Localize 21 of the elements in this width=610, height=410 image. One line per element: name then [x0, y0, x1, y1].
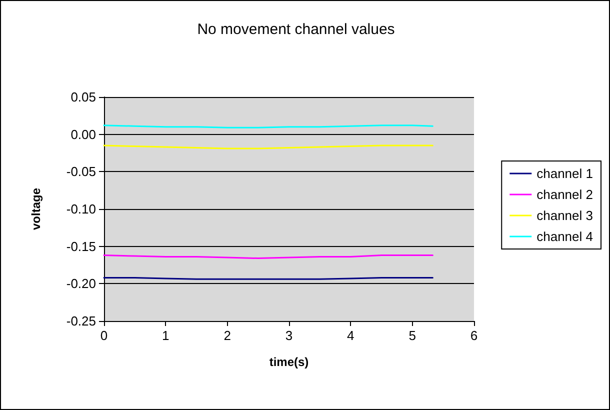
chart-title: No movement channel values: [197, 21, 395, 38]
y-tick-label: -0.05: [66, 164, 96, 180]
legend-label: channel 3: [536, 208, 594, 223]
y-tick-label: 0.00: [70, 126, 96, 142]
x-tick-label: 2: [224, 328, 231, 343]
x-tick-label: 6: [470, 328, 478, 343]
y-tick-label: -0.10: [66, 202, 96, 216]
legend-label: channel 1: [536, 166, 594, 181]
y-tick-label: 0.05: [70, 90, 96, 104]
x-tick-label: 5: [408, 328, 416, 343]
y-tick-label: -0.25: [66, 314, 96, 328]
x-axis-title: time(s): [269, 355, 309, 369]
x-tick-label: 1: [162, 328, 170, 343]
y-tick-label: -0.15: [66, 238, 96, 254]
x-tick-label: 4: [347, 328, 354, 343]
y-tick-label: -0.20: [66, 276, 96, 292]
legend-label: channel 4: [536, 229, 594, 244]
x-tick-label: 0: [100, 328, 108, 343]
y-axis-title: voltage: [29, 188, 43, 230]
legend-label: channel 2: [536, 187, 594, 202]
x-tick-label: 3: [285, 328, 293, 343]
